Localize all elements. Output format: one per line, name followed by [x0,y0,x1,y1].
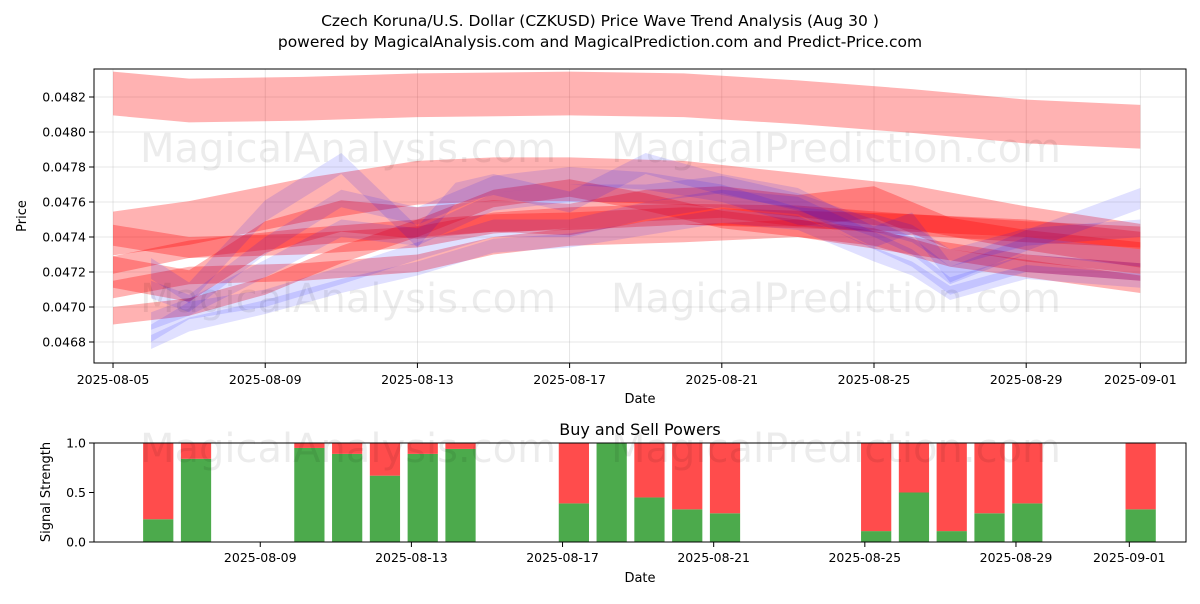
price-band-red-1 [113,203,1141,258]
buy-bar-11 [709,513,741,542]
buy-bar-10 [672,509,703,542]
signal-x-axis-label: Date [624,571,655,586]
price-y-tick-label-3: 0.0474 [42,230,86,245]
signal-y-tick-label-2: 1.0 [66,436,86,451]
watermark-analysis-mid: MagicalAnalysis.com [140,276,556,322]
price-plot-frame [93,68,1187,364]
price-band-blue-11 [151,209,1141,349]
sell-bar-11 [709,443,741,514]
price-x-tick-label-1: 2025-08-09 [229,372,302,387]
buy-bar-14 [936,531,967,542]
price-band-red-5 [113,186,1141,302]
buy-bar-2 [294,447,325,542]
buy-bar-0 [143,519,174,542]
price-y-axis-label: Price [15,200,30,232]
sell-bar-10 [672,443,703,510]
price-band-red-3 [113,157,1141,268]
price-band-red-4 [113,219,1141,299]
signal-x-tick-label-2: 2025-08-17 [526,550,599,565]
chart-title-line1: Czech Koruna/U.S. Dollar (CZKUSD) Price … [321,12,879,30]
price-x-axis-label: Date [624,392,655,407]
sell-bar-16 [1012,443,1043,504]
price-x-tick-label-4: 2025-08-21 [685,372,758,387]
signal-x-tick-label-5: 2025-08-29 [980,550,1053,565]
buy-bar-3 [332,453,363,542]
signal-y-axis-label: Signal Strength [39,442,54,542]
price-band-red-2 [113,207,1141,274]
buy-bar-6 [445,448,476,542]
watermark-prediction-mid: MagicalPrediction.com [611,276,1061,322]
buy-bar-15 [974,513,1005,542]
signal-plot: Buy and Sell Powers MagicalAnalysis.com … [39,420,1187,586]
buy-bar-12 [861,531,892,542]
sell-bar-3 [332,443,363,454]
signal-bars [143,443,1156,542]
signal-x-ticks: 2025-08-09 2025-08-13 2025-08-17 2025-08-21… [224,542,1166,565]
sell-bar-6 [445,443,476,449]
price-wave-bands [113,71,1141,349]
buy-bar-5 [407,453,438,542]
price-y-tick-label-7: 0.0482 [42,90,86,105]
price-x-ticks: 2025-08-05 2025-08-09 2025-08-13 2025-08-17… [77,363,1177,387]
sell-bar-12 [861,443,892,532]
sell-bar-7 [558,443,589,504]
buy-bar-7 [558,503,589,542]
watermark-analysis-bottom: MagicalAnalysis.com [140,426,556,472]
sell-bar-15 [974,443,1005,514]
price-band-blue-10 [151,189,1141,342]
sell-bar-13 [898,443,930,493]
watermark-prediction-bottom: MagicalPrediction.com [611,426,1061,472]
price-y-tick-label-0: 0.0468 [42,335,86,350]
buy-bar-4 [369,475,401,542]
signal-x-tick-label-6: 2025-09-01 [1093,550,1166,565]
sell-bar-0 [143,443,174,520]
signal-x-tick-label-4: 2025-08-25 [828,550,901,565]
price-band-red-0 [113,71,1141,149]
sell-bar-5 [407,443,438,454]
sell-bar-14 [936,443,967,532]
buy-bar-13 [898,492,930,542]
price-x-tick-label-7: 2025-09-01 [1104,372,1177,387]
watermark-prediction-top: MagicalPrediction.com [611,126,1061,172]
price-y-tick-label-6: 0.0480 [42,125,86,140]
signal-x-tick-label-0: 2025-08-09 [224,550,297,565]
price-x-tick-label-6: 2025-08-29 [990,372,1063,387]
signal-y-tick-label-0: 0.0 [66,535,86,550]
buy-bar-9 [634,497,665,542]
signal-x-tick-label-3: 2025-08-21 [677,550,750,565]
price-x-tick-label-5: 2025-08-25 [838,372,911,387]
sell-bar-1 [180,443,212,459]
signal-x-tick-label-1: 2025-08-13 [375,550,448,565]
price-y-tick-label-2: 0.0472 [42,265,86,280]
price-x-tick-label-3: 2025-08-17 [533,372,606,387]
signal-y-tick-label-1: 0.5 [66,485,86,500]
buy-bar-16 [1012,503,1043,542]
buy-bar-17 [1125,509,1156,542]
signal-plot-title: Buy and Sell Powers [559,420,721,439]
price-y-tick-label-1: 0.0470 [42,300,86,315]
sell-bar-4 [369,443,401,476]
price-x-tick-label-2: 2025-08-13 [381,372,454,387]
chart-title-line2: powered by MagicalAnalysis.com and Magic… [278,33,922,51]
price-gridlines [94,69,1186,363]
price-x-tick-label-0: 2025-08-05 [77,372,150,387]
price-plot: MagicalAnalysis.com MagicalPrediction.co… [15,68,1187,407]
price-band-blue-8 [151,167,1141,313]
signal-y-ticks: 0.0 0.5 1.0 [66,436,94,550]
sell-bar-9 [634,443,665,498]
price-y-ticks: 0.0468 0.0470 0.0472 0.0474 0.0476 0.0478 0.04… [42,90,94,350]
price-y-tick-label-5: 0.0478 [42,160,86,175]
sell-bar-2 [294,443,325,448]
sell-bar-17 [1125,443,1156,510]
watermark-analysis-top: MagicalAnalysis.com [140,126,556,172]
buy-bar-1 [180,458,212,542]
buy-bar-8 [596,443,627,542]
price-band-red-6 [113,179,1141,325]
price-y-tick-label-4: 0.0476 [42,195,86,210]
